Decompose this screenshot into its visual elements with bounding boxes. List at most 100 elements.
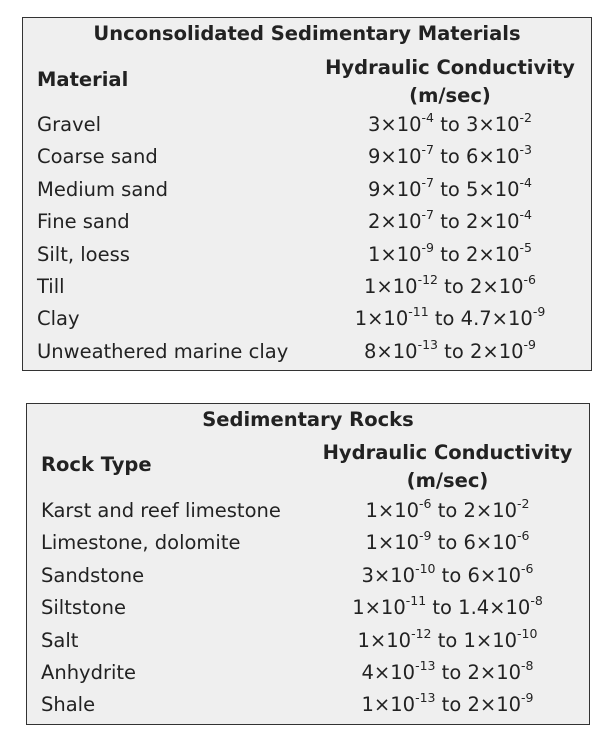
row-name: Limestone, dolomite: [41, 531, 241, 555]
high-mantissa: 5×10: [465, 177, 520, 201]
conductivity-range: 3×10-4 to 3×10-2: [316, 110, 584, 136]
low-mantissa: 3×10: [367, 113, 422, 136]
column-header-line1: Hydraulic Conductivity: [325, 56, 575, 79]
table-row: Silt, loess 1×10-9 to 2×10-5: [23, 239, 591, 273]
low-exponent: -6: [419, 496, 432, 511]
high-exponent: -5: [519, 239, 533, 255]
table-row: Anhydrite 4×10-13 to 2×10-8: [27, 658, 589, 691]
table-row: Salt 1×10-12 to 1×10-10: [27, 625, 589, 659]
low-mantissa: 9×10: [367, 145, 422, 169]
high-exponent: -9: [521, 690, 534, 706]
low-mantissa: 1×10: [361, 693, 416, 717]
conductivity-range: 1×10-9 to 2×10-5: [316, 239, 584, 266]
row-name: Till: [37, 275, 65, 298]
high-exponent: -4: [519, 174, 533, 190]
range-separator: to: [435, 693, 468, 717]
table-row: Clay 1×10-11 to 4.7×10-9: [23, 304, 591, 337]
table-row: Till 1×10-12 to 2×10-6: [23, 272, 591, 305]
high-exponent: -2: [519, 110, 533, 125]
row-name: Anhydrite: [41, 661, 137, 684]
low-exponent: -11: [405, 593, 427, 609]
conductivity-range: 1×10-6 to 2×10-2: [312, 496, 583, 522]
conductivity-range: 1×10-12 to 1×10-10: [312, 625, 583, 652]
range-separator: to: [431, 628, 464, 652]
conductivity-range: 9×10-7 to 5×10-4: [316, 174, 584, 201]
range-separator: to: [437, 339, 470, 363]
conductivity-range: 1×10-12 to 2×10-6: [316, 272, 584, 298]
table-row: Fine sand 2×10-7 to 2×10-4: [23, 207, 591, 240]
sedimentary-rocks-table: Sedimentary Rocks Rock Type Hydraulic Co…: [26, 403, 590, 725]
low-exponent: -9: [421, 239, 434, 255]
row-name: Siltstone: [41, 596, 126, 620]
low-mantissa: 1×10: [357, 628, 412, 652]
high-exponent: -3: [519, 142, 533, 158]
low-mantissa: 3×10: [361, 563, 416, 587]
high-mantissa: 2×10: [465, 210, 520, 234]
row-name: Silt, loess: [37, 242, 130, 266]
high-mantissa: 1×10: [463, 628, 518, 652]
low-exponent: -7: [421, 207, 434, 223]
high-exponent: -4: [519, 207, 533, 223]
row-name: Medium sand: [37, 177, 169, 201]
column-header-rock-type: Rock Type: [41, 453, 152, 476]
row-name: Karst and reef limestone: [41, 499, 281, 522]
table-row: Limestone, dolomite 1×10-9 to 6×10-6: [27, 528, 589, 561]
conductivity-range: 1×10-9 to 6×10-6: [312, 528, 583, 555]
conductivity-range: 3×10-10 to 6×10-6: [312, 560, 583, 587]
table-row: Gravel 3×10-4 to 3×10-2: [23, 110, 591, 143]
range-separator: to: [426, 596, 459, 620]
conductivity-range: 4×10-13 to 2×10-8: [312, 658, 583, 684]
low-exponent: -11: [408, 304, 429, 320]
range-separator: to: [434, 145, 466, 169]
low-exponent: -4: [421, 110, 434, 125]
table-row: Shale 1×10-13 to 2×10-9: [27, 690, 589, 723]
range-separator: to: [434, 242, 466, 266]
row-name: Salt: [41, 628, 79, 652]
high-mantissa: 2×10: [463, 499, 518, 522]
range-separator: to: [435, 661, 468, 684]
conductivity-range: 9×10-7 to 6×10-3: [316, 142, 584, 169]
conductivity-range: 1×10-11 to 1.4×10-8: [312, 593, 583, 620]
row-name: Fine sand: [37, 210, 130, 234]
high-mantissa: 6×10: [467, 563, 522, 587]
column-header-line2: (m/sec): [409, 84, 491, 107]
low-mantissa: 9×10: [367, 177, 422, 201]
high-mantissa: 2×10: [469, 339, 524, 363]
low-exponent: -7: [421, 142, 434, 158]
row-name: Sandstone: [41, 563, 145, 587]
high-exponent: -6: [523, 272, 536, 287]
range-separator: to: [435, 563, 468, 587]
low-exponent: -13: [415, 690, 436, 706]
high-exponent: -9: [532, 304, 546, 320]
low-exponent: -13: [415, 658, 436, 673]
unconsolidated-materials-table: Unconsolidated Sedimentary Materials Mat…: [22, 17, 592, 371]
high-mantissa: 4.7×10: [460, 307, 533, 331]
column-header-conductivity: Hydraulic Conductivity (m/sec): [316, 54, 584, 110]
table-row: Sandstone 3×10-10 to 6×10-6: [27, 560, 589, 594]
range-separator: to: [428, 307, 461, 331]
high-mantissa: 2×10: [467, 661, 522, 684]
high-exponent: -6: [521, 560, 534, 576]
column-header-material: Material: [37, 68, 129, 91]
row-name: Gravel: [37, 113, 102, 136]
range-separator: to: [434, 177, 466, 201]
high-mantissa: 2×10: [469, 275, 524, 298]
high-exponent: -8: [521, 658, 534, 673]
low-exponent: -7: [421, 174, 434, 190]
high-exponent: -10: [517, 625, 538, 641]
table-row: Karst and reef limestone 1×10-6 to 2×10-2: [27, 496, 589, 529]
range-separator: to: [437, 275, 470, 298]
high-mantissa: 3×10: [465, 113, 520, 136]
high-mantissa: 6×10: [463, 531, 518, 555]
conductivity-range: 1×10-11 to 4.7×10-9: [316, 304, 584, 331]
range-separator: to: [434, 210, 466, 234]
low-mantissa: 4×10: [361, 661, 416, 684]
table-row: Medium sand 9×10-7 to 5×10-4: [23, 174, 591, 208]
high-mantissa: 1.4×10: [458, 596, 531, 620]
conductivity-range: 1×10-13 to 2×10-9: [312, 690, 583, 717]
range-separator: to: [431, 531, 464, 555]
low-mantissa: 8×10: [364, 339, 418, 363]
row-name: Unweathered marine clay: [37, 339, 289, 363]
table-row: Unweathered marine clay 8×10-13 to 2×10-9: [23, 337, 591, 370]
table-row: Siltstone 1×10-11 to 1.4×10-8: [27, 593, 589, 626]
